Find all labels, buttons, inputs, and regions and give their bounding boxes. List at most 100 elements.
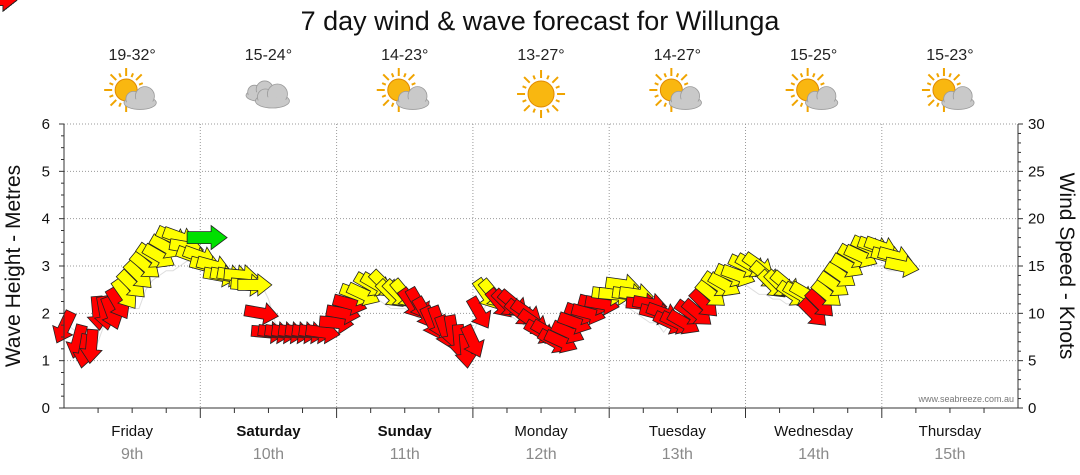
day-date-thursday: 15th: [934, 446, 965, 463]
wind-arrows: [0, 0, 920, 369]
wind-arrow: [243, 302, 279, 326]
sun-disc: [527, 80, 555, 108]
temp-range-friday: 19-32°: [108, 47, 155, 64]
sun-ray: [654, 82, 659, 86]
sun-ray: [680, 73, 688, 81]
sun-ray: [130, 72, 134, 78]
sun-ray: [820, 82, 825, 86]
left-tick-label: 0: [42, 400, 50, 417]
sun-ray: [523, 76, 531, 84]
partly-cloudy-icon: [649, 68, 702, 112]
sun-ray: [523, 104, 531, 112]
right-tick-label: 5: [1028, 353, 1036, 370]
sun-ray: [522, 85, 527, 89]
sun-ray: [948, 72, 952, 78]
day-date-monday: 12th: [525, 446, 556, 463]
sun-ray: [555, 85, 560, 89]
sun-ray: [654, 94, 659, 98]
sun-ray: [655, 99, 663, 107]
sun-ray: [390, 72, 395, 78]
sunny-icon: [517, 70, 566, 118]
cloud-fill: [257, 97, 288, 107]
sun-ray: [135, 73, 143, 81]
temp-range-sunday: 14-23°: [381, 47, 428, 64]
sun-ray: [411, 82, 416, 86]
wind-arrow: [0, 0, 18, 12]
left-tick-label: 2: [42, 305, 50, 322]
partly-cloudy-icon: [921, 68, 975, 112]
sun-ray: [791, 73, 799, 81]
sun-ray: [551, 76, 559, 84]
day-date-saturday: 10th: [253, 446, 284, 463]
sun-ray: [683, 82, 689, 86]
sun-ray: [675, 72, 680, 78]
left-tick-label: 4: [42, 211, 50, 228]
temp-range-monday: 13-27°: [517, 47, 564, 64]
wind-arrow: [237, 273, 273, 297]
sun-ray: [799, 72, 804, 78]
wind-arrow: [460, 323, 485, 358]
day-date-sunday: 11th: [390, 446, 420, 463]
wind-arrow-strong: [186, 224, 228, 251]
sun-ray: [790, 94, 796, 98]
sun-ray: [926, 94, 932, 98]
day-name-sunday: Sunday: [378, 423, 433, 440]
sun-ray: [403, 72, 407, 78]
cloud-fill: [398, 99, 427, 109]
day-name-monday: Monday: [514, 423, 568, 440]
temp-range-wednesday: 15-25°: [790, 47, 837, 64]
sun-ray: [953, 73, 961, 81]
sun-ray: [791, 99, 799, 107]
sun-ray: [138, 82, 144, 86]
left-tick-label: 5: [42, 163, 50, 180]
day-date-friday: 9th: [121, 446, 143, 463]
sun-ray: [655, 73, 663, 81]
sun-ray: [812, 72, 816, 78]
cloud-fill: [125, 99, 155, 109]
sun-ray: [118, 102, 122, 108]
wind-arrow: [465, 295, 492, 329]
sun-ray: [118, 72, 122, 78]
day-name-saturday: Saturday: [236, 423, 301, 440]
sun-ray: [790, 82, 796, 86]
day-date-wednesday: 14th: [798, 446, 829, 463]
sun-ray: [382, 99, 390, 107]
temp-range-saturday: 15-24°: [245, 47, 292, 64]
wind-arrow: [79, 328, 103, 365]
sun-ray: [109, 94, 114, 98]
partly-cloudy-icon: [376, 68, 430, 112]
sun-ray: [799, 102, 804, 108]
sun-ray: [109, 73, 117, 81]
right-axis-ticks: 0 5 10 15 20 25 30: [1018, 116, 1045, 417]
day-name-thursday: Thursday: [919, 423, 982, 440]
wind-arrow: [883, 254, 920, 279]
sun-ray: [663, 72, 667, 78]
temp-range-thursday: 15-23°: [926, 47, 973, 64]
sun-ray: [663, 102, 667, 108]
sun-ray: [816, 73, 824, 81]
sun-ray: [382, 73, 390, 81]
left-axis-title: Wave Height - Metres: [2, 165, 25, 367]
right-axis-title: Wind Speed - Knots: [1055, 173, 1078, 360]
sun-ray: [546, 108, 550, 113]
partly-cloudy-icon: [104, 68, 157, 112]
sun-ray: [551, 104, 559, 112]
sun-ray: [936, 72, 940, 78]
sun-ray: [927, 73, 935, 81]
sun-ray: [926, 82, 932, 86]
sun-ray: [956, 82, 961, 86]
day-date-tuesday: 13th: [662, 446, 693, 463]
partly-cloudy-icon: [785, 68, 839, 112]
sun-ray: [532, 108, 536, 113]
temp-range-tuesday: 14-27°: [654, 47, 701, 64]
credit-text: www.seabreeze.com.au: [917, 394, 1014, 404]
sun-ray: [381, 82, 387, 86]
cloud-fill: [943, 99, 973, 109]
cloud-fill: [807, 99, 836, 109]
sun-ray: [936, 102, 940, 108]
sun-ray: [532, 75, 536, 80]
sun-ray: [522, 99, 527, 103]
left-axis-ticks: 0 1 2 3 4 5 6: [42, 116, 64, 417]
chart-title: 7 day wind & wave forecast for Willunga: [301, 6, 781, 36]
